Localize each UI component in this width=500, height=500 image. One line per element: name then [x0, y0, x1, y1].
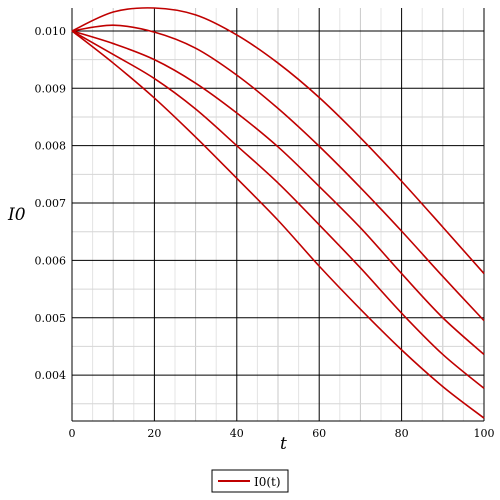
- x-tick-label: 60: [312, 427, 326, 440]
- axes: [71, 8, 484, 422]
- x-tick-label: 40: [230, 427, 244, 440]
- y-axis-label: I0: [7, 205, 26, 225]
- y-tick-label: 0.006: [35, 254, 67, 267]
- y-tick-label: 0.005: [35, 312, 67, 325]
- series-line-5: [71, 30, 485, 419]
- y-tick-label: 0.009: [35, 82, 67, 95]
- x-tick-label: 100: [474, 427, 495, 440]
- series-line-2: [71, 24, 485, 322]
- tick-labels: 0 20 40 60 80 100 0.004 0.005 0.006 0.007 0.008 0.0…: [35, 25, 495, 440]
- series-lines: [71, 7, 485, 419]
- x-tick-label: 20: [147, 427, 161, 440]
- legend-label: I0(t): [254, 475, 281, 489]
- y-tick-label: 0.007: [35, 197, 67, 210]
- y-tick-label: 0.004: [35, 369, 67, 382]
- series-line-4: [71, 30, 485, 389]
- grid: [71, 8, 485, 421]
- y-tick-label: 0.008: [35, 140, 67, 153]
- series-line-1: [71, 7, 485, 275]
- series-line-3: [71, 30, 485, 356]
- legend: I0(t): [211, 469, 289, 493]
- y-tick-label: 0.010: [35, 25, 67, 38]
- x-axis-label: t: [280, 434, 287, 454]
- x-tick-label: 80: [395, 427, 409, 440]
- x-tick-label: 0: [69, 427, 76, 440]
